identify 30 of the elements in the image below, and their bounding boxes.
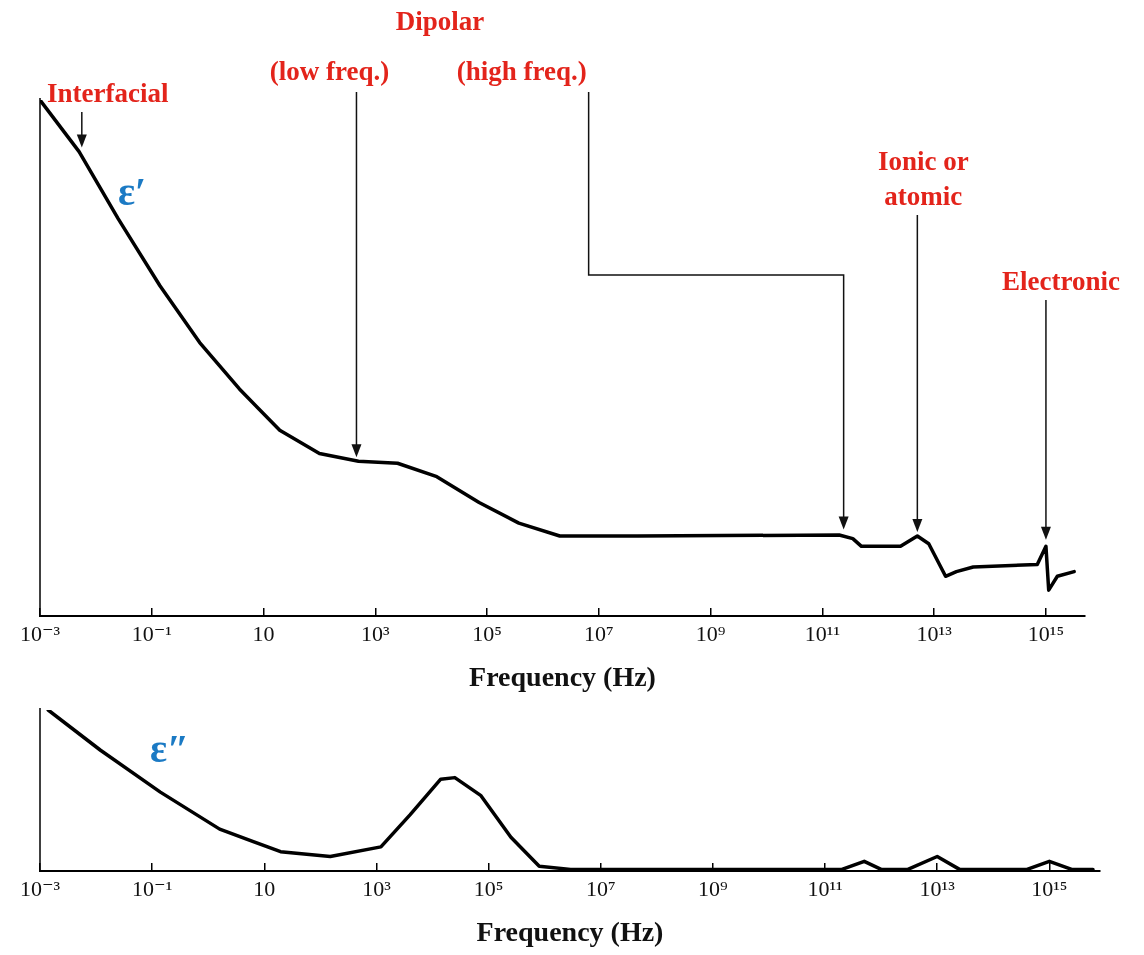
x-tick-label: 10⁻¹ (132, 875, 173, 901)
x-tick-label: 10¹³ (919, 875, 956, 901)
annotation: (high freq.) (456, 56, 587, 86)
x-tick-label: 10⁻¹ (131, 620, 172, 646)
x-tick-label: 10⁵ (472, 620, 502, 646)
x-tick-label: 10⁻³ (19, 620, 61, 646)
x-tick-label: 10¹¹ (807, 875, 843, 901)
annotation: Electronic (1001, 266, 1120, 296)
x-tick-label: 10¹³ (916, 620, 953, 646)
x-tick-label: 10 (252, 620, 275, 646)
x-axis-title: Frequency (Hz) (469, 661, 656, 693)
x-tick-label: 10⁷ (585, 875, 616, 901)
series-label: ε″ (150, 726, 190, 771)
x-tick-label: 10⁹ (695, 620, 726, 646)
x-tick-label: 10¹⁵ (1027, 620, 1065, 646)
x-tick-label: 10⁻³ (19, 875, 61, 901)
annotation: Interfacial (47, 78, 170, 108)
series-label: ε′ (118, 169, 147, 214)
text: Dipolar (395, 6, 485, 36)
annotation: (low freq.) (269, 56, 390, 86)
x-tick-label: 10¹⁵ (1031, 875, 1068, 901)
x-tick-label: 10⁵ (473, 875, 504, 901)
x-tick-label: 10³ (361, 620, 391, 646)
x-tick-label: 10 (253, 875, 276, 901)
x-tick-label: 10³ (362, 875, 392, 901)
x-tick-label: 10⁷ (584, 620, 614, 646)
x-tick-label: 10⁹ (698, 875, 729, 901)
x-tick-label: 10¹¹ (804, 620, 840, 646)
annotation: Ionic or atomic (877, 146, 969, 211)
x-axis-title: Frequency (Hz) (476, 916, 664, 948)
